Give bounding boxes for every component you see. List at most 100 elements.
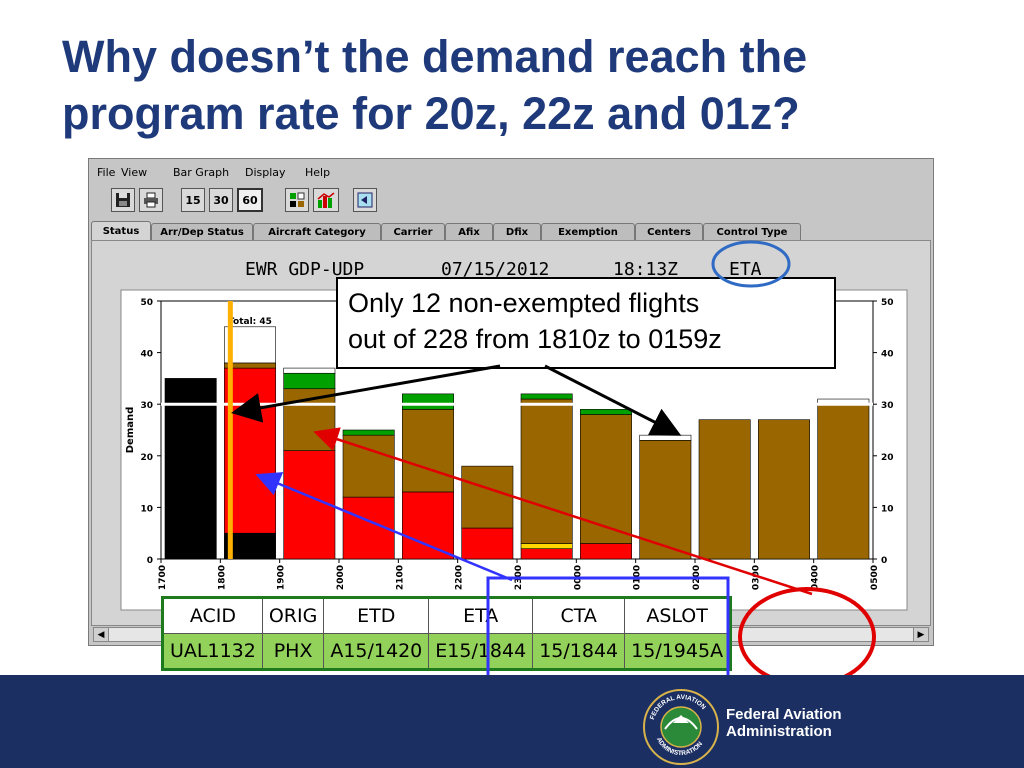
y-tick-label: 30 <box>140 401 153 411</box>
tab-exemption[interactable]: Exemption <box>541 223 635 240</box>
y-tick-label-right: 20 <box>881 453 894 463</box>
faa-wordmark: Federal Aviation Administration <box>726 706 842 740</box>
bar-segment-brown <box>520 398 573 544</box>
y-axis-label: Demand <box>125 407 136 454</box>
col-acid: ACID <box>162 597 263 634</box>
cell-aslot: 15/1945A <box>624 633 732 670</box>
back-button[interactable] <box>353 188 377 212</box>
menu-file[interactable]: File <box>97 166 116 179</box>
tab-carrier[interactable]: Carrier <box>381 223 445 240</box>
tab-afix[interactable]: Afix <box>445 223 493 240</box>
col-aslot: ASLOT <box>624 597 732 634</box>
save-button[interactable] <box>111 188 135 212</box>
interval-15-button[interactable]: 15 <box>181 188 205 212</box>
table-row[interactable]: UAL1132 PHX A15/1420 E15/1844 15/1844 15… <box>162 633 732 670</box>
callout-line-2: out of 228 from 1810z to 0159z <box>348 324 722 354</box>
menu-view[interactable]: View <box>121 166 148 179</box>
bar-segment-brown <box>817 403 870 560</box>
cell-etd: A15/1420 <box>323 633 430 670</box>
y-tick-label: 10 <box>140 504 153 514</box>
bar-segment-green <box>402 393 454 410</box>
printer-icon <box>144 192 158 208</box>
x-tick-label: 0500 <box>870 565 880 590</box>
bar-segment-red <box>580 543 632 560</box>
legend-button[interactable] <box>285 188 309 212</box>
legend-icon <box>290 192 305 207</box>
bar-total-label: Total: 45 <box>228 317 272 327</box>
print-button[interactable] <box>139 188 163 212</box>
tab-status[interactable]: Status <box>91 221 151 241</box>
fsm-app-window: File View Bar Graph Display Help 15 30 6… <box>88 158 934 646</box>
faa-line-1: Federal Aviation <box>726 706 842 723</box>
bar-segment-brown <box>580 414 632 544</box>
bar-segment-red <box>461 527 514 560</box>
y-tick-label: 20 <box>140 453 153 463</box>
bar-segment-brown <box>639 440 692 560</box>
bar-segment-red <box>283 450 336 560</box>
scroll-right-arrow-icon[interactable]: ▶ <box>913 628 928 641</box>
x-tick-label: 2100 <box>395 565 405 590</box>
tab-strip: Status Arr/Dep Status Aircraft Category … <box>89 221 933 241</box>
bar-segment-white <box>639 434 692 441</box>
col-orig: ORIG <box>261 597 325 634</box>
bar-segment-white <box>283 367 336 374</box>
bar-segment-green <box>580 409 632 415</box>
x-tick-label: 1800 <box>217 565 227 590</box>
bar-segment-brown <box>698 419 751 560</box>
y-tick-label-right: 0 <box>881 556 887 566</box>
x-tick-label: 0400 <box>811 565 821 590</box>
x-tick-label: 1700 <box>158 565 168 590</box>
arrow-left-icon <box>357 192 373 208</box>
x-tick-label: 0000 <box>573 565 583 590</box>
interval-60-button[interactable]: 60 <box>237 188 263 212</box>
bar-segment-green <box>520 393 573 400</box>
bar-segment-red <box>342 496 395 560</box>
menu-display[interactable]: Display <box>245 166 286 179</box>
y-tick-label: 0 <box>147 556 153 566</box>
x-tick-label: 0100 <box>633 565 643 590</box>
scroll-left-arrow-icon[interactable]: ◀ <box>94 628 109 641</box>
x-tick-label: 2000 <box>336 565 346 590</box>
bar-segment-green <box>342 429 395 436</box>
annotation-callout: Only 12 non-exempted flights out of 228 … <box>336 277 836 369</box>
chart-options-button[interactable] <box>313 188 339 212</box>
footer-bar <box>0 675 1024 768</box>
col-etd: ETD <box>323 597 430 634</box>
floppy-disk-icon <box>116 193 130 207</box>
cell-acid: UAL1132 <box>162 633 263 670</box>
bar-segment-brown <box>342 434 395 498</box>
bar-segment-white <box>224 326 276 364</box>
col-eta: ETA <box>428 597 534 634</box>
slide-title: Why doesn’t the demand reach the program… <box>62 31 808 139</box>
bar-segment-green <box>283 372 336 390</box>
toolbar: 15 30 60 <box>89 183 933 219</box>
y-tick-label: 40 <box>140 350 153 360</box>
x-tick-label: 2200 <box>455 565 465 590</box>
bar-chart-icon <box>317 192 335 208</box>
bar-segment-red <box>520 548 573 560</box>
tab-dfix[interactable]: Dfix <box>493 223 541 240</box>
y-tick-label: 50 <box>140 298 153 308</box>
cell-cta: 15/1844 <box>532 633 626 670</box>
x-tick-label: 0300 <box>751 565 761 590</box>
tab-centers[interactable]: Centers <box>635 223 703 240</box>
flight-detail-table: ACID ORIG ETD ETA CTA ASLOT UAL1132 PHX … <box>161 596 733 671</box>
menu-help[interactable]: Help <box>305 166 331 179</box>
bar-segment-brown <box>402 409 454 493</box>
cell-orig: PHX <box>261 633 325 670</box>
bar-segment-red <box>402 491 454 560</box>
demand-bar-chart: 0 0 10 10 20 20 30 30 40 40 50 50 Demand 1700 1800 1900… <box>120 289 908 611</box>
y-tick-label-right: 40 <box>881 350 894 360</box>
interval-30-button[interactable]: 30 <box>209 188 233 212</box>
menu-bar-graph[interactable]: Bar Graph <box>173 166 230 179</box>
header-airport: EWR GDP-UDP <box>245 259 365 280</box>
tab-arr-dep-status[interactable]: Arr/Dep Status <box>151 223 253 240</box>
callout-line-1: Only 12 non-exempted flights <box>348 288 700 318</box>
faa-line-2: Administration <box>726 723 832 740</box>
bar-segment-active <box>164 378 217 560</box>
faa-seal-logo: FEDERAL AVIATION ADMINISTRATION <box>643 689 719 765</box>
y-tick-label-right: 50 <box>881 298 894 308</box>
header-time: 18:13Z <box>613 259 679 280</box>
tab-control-type[interactable]: Control Type <box>703 223 801 240</box>
tab-aircraft-category[interactable]: Aircraft Category <box>253 223 381 240</box>
